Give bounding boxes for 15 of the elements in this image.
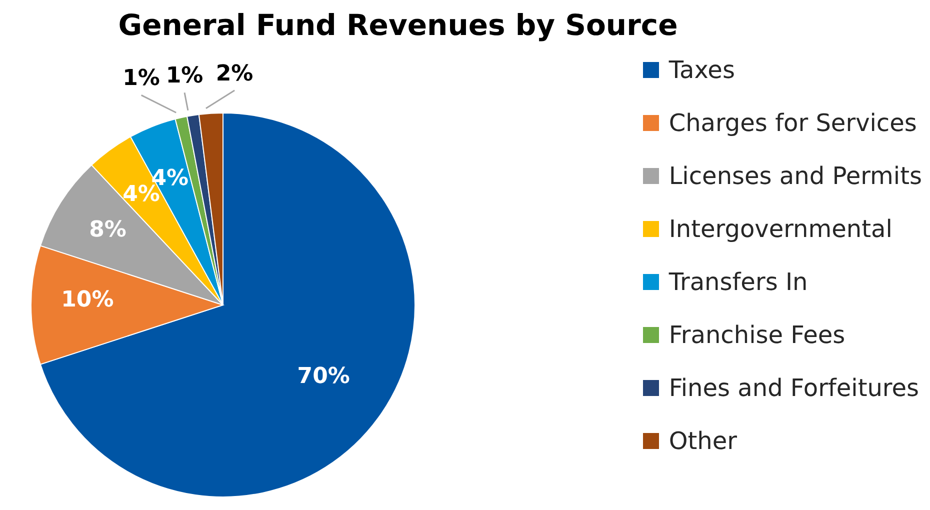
legend-label: Taxes: [668, 56, 735, 84]
legend-label: Other: [668, 426, 737, 454]
data-label: 2%: [216, 61, 254, 86]
data-label: 10%: [61, 288, 114, 312]
data-label: 70%: [297, 364, 350, 390]
legend-label: Intergovernmental: [668, 214, 892, 242]
data-label: 1%: [166, 64, 204, 89]
legend-label: Licenses and Permits: [668, 162, 922, 190]
data-label: 1%: [122, 66, 160, 92]
legend-label: Charges for Services: [668, 108, 917, 136]
data-label: 8%: [89, 218, 126, 243]
legend-label: Franchise Fees: [668, 320, 846, 348]
legend-label: Fines and Forfeitures: [668, 374, 920, 402]
chart-title: General Fund Revenues by Source: [117, 8, 679, 42]
legend-label: Transfers In: [668, 268, 808, 296]
